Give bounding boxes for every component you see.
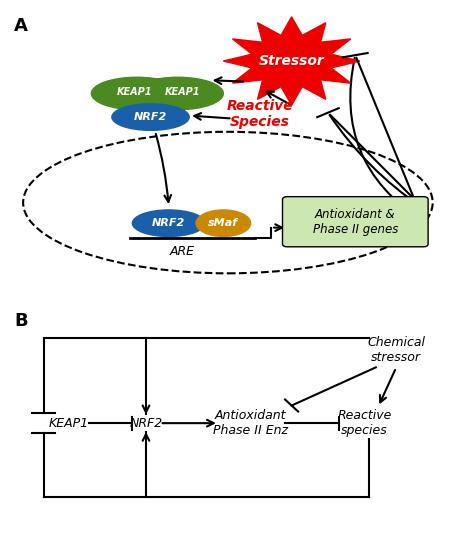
Text: Antioxidant
Phase II Enz: Antioxidant Phase II Enz xyxy=(213,409,288,437)
Text: A: A xyxy=(14,17,28,35)
Ellipse shape xyxy=(132,210,205,236)
Text: Chemical
stressor: Chemical stressor xyxy=(367,336,425,364)
Polygon shape xyxy=(223,17,360,105)
Text: NRF2: NRF2 xyxy=(129,417,163,430)
Text: Antioxidant &
Phase II genes: Antioxidant & Phase II genes xyxy=(313,207,398,236)
Ellipse shape xyxy=(112,104,189,130)
Text: Reactive
Species: Reactive Species xyxy=(227,99,293,129)
Text: KEAP1: KEAP1 xyxy=(48,417,89,430)
Text: KEAP1: KEAP1 xyxy=(164,87,200,97)
Text: Reactive
species: Reactive species xyxy=(337,409,392,437)
Ellipse shape xyxy=(132,77,223,110)
Text: Stressor: Stressor xyxy=(259,54,325,68)
Text: NRF2: NRF2 xyxy=(152,218,185,228)
Text: KEAP1: KEAP1 xyxy=(117,87,152,97)
Text: ARE: ARE xyxy=(170,245,195,258)
FancyBboxPatch shape xyxy=(283,197,428,247)
Ellipse shape xyxy=(196,210,251,236)
Ellipse shape xyxy=(91,77,182,110)
Text: B: B xyxy=(14,312,27,330)
Text: NRF2: NRF2 xyxy=(134,112,167,122)
Text: sMaf: sMaf xyxy=(208,218,238,228)
